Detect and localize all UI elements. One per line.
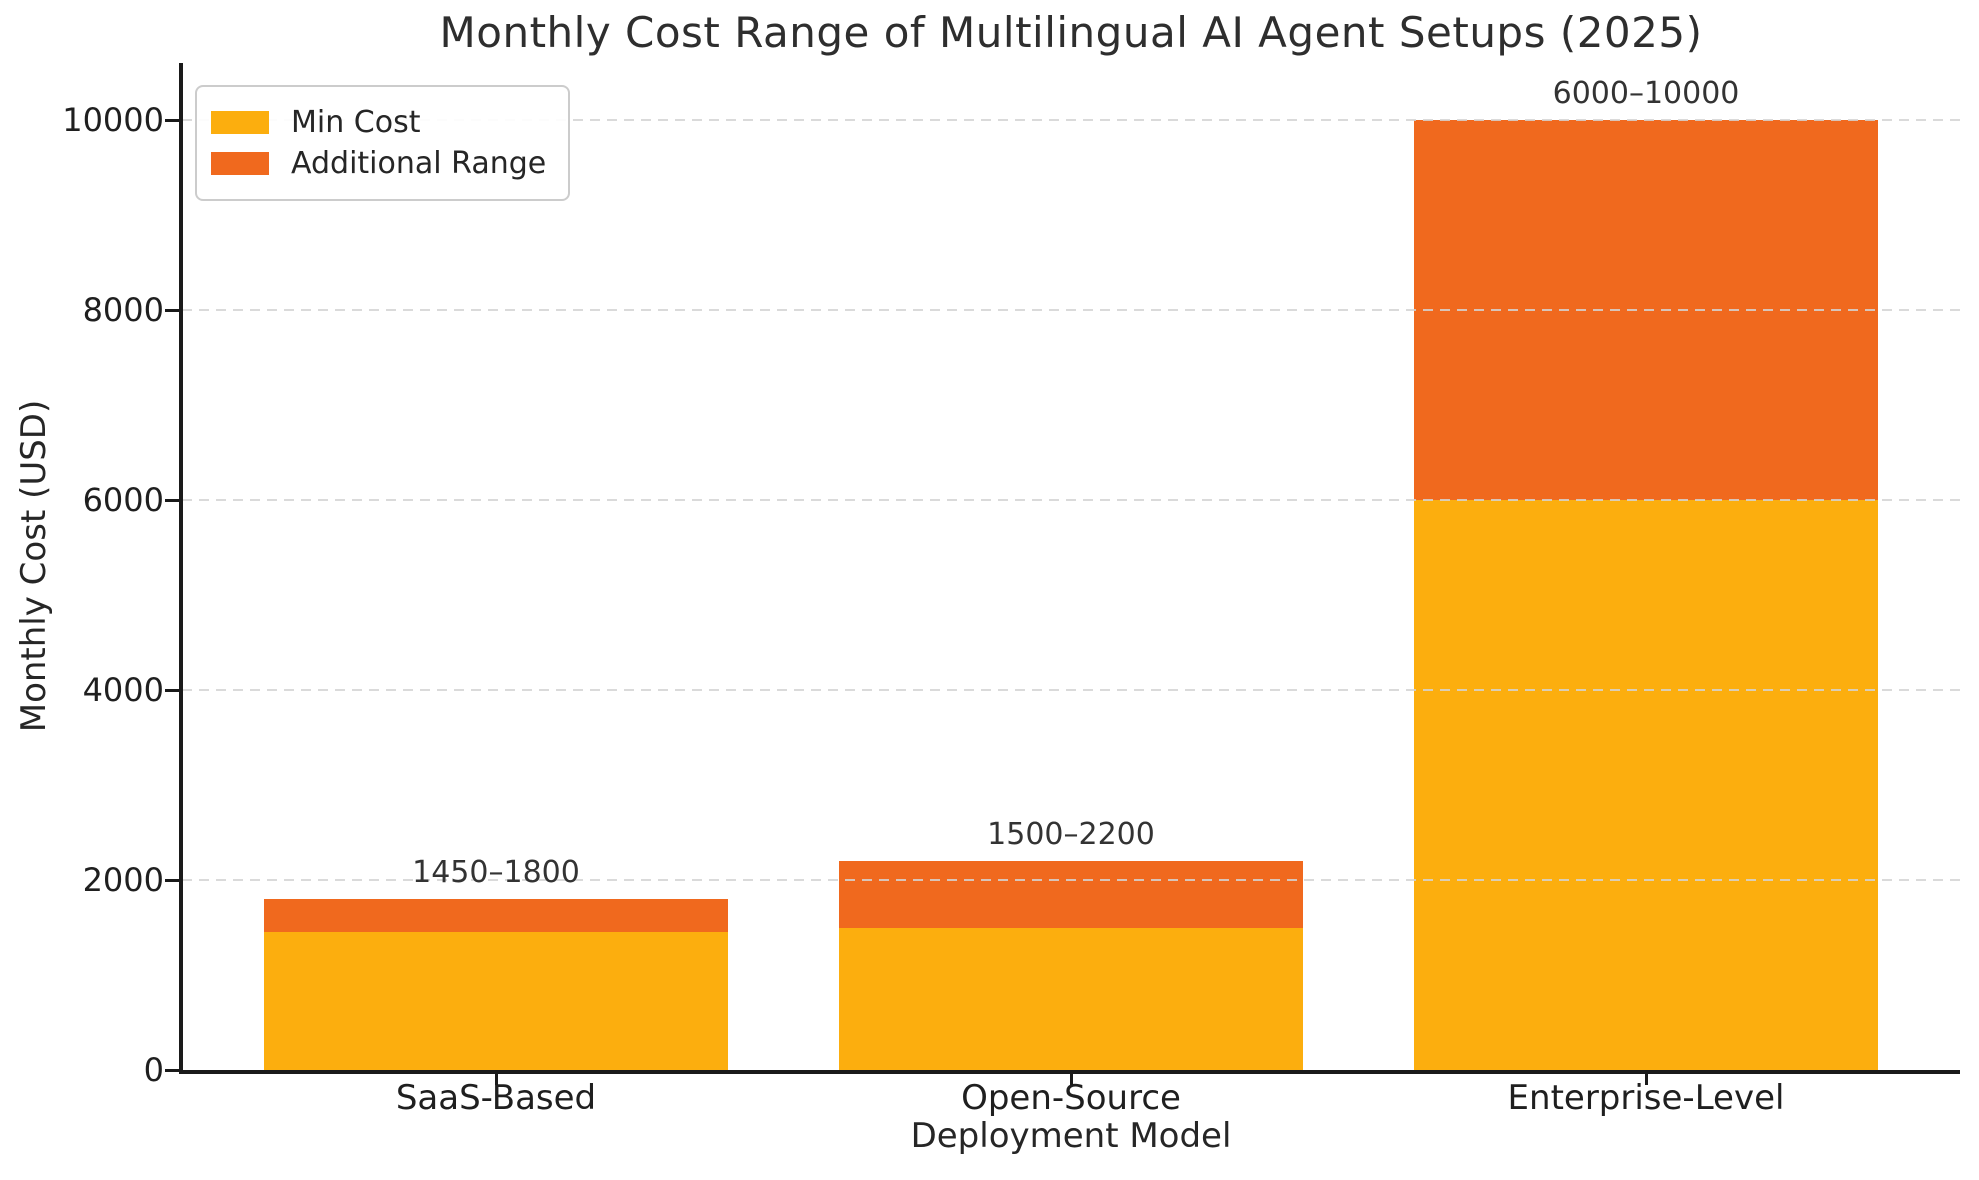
x-tick-mark: [1645, 1074, 1648, 1085]
y-tick-label: 0: [143, 1051, 164, 1089]
x-tick-mark: [1070, 1074, 1073, 1085]
y-tick-mark: [165, 879, 180, 882]
bar-segment-min-cost: [1413, 500, 1879, 1070]
gridline: [182, 879, 1960, 881]
y-tick-label: 4000: [82, 671, 164, 709]
y-tick-label: 8000: [82, 291, 164, 329]
y-axis-spine: [179, 63, 183, 1074]
legend-swatch: [211, 111, 269, 134]
y-tick-label: 6000: [82, 481, 164, 519]
bar-value-label: 1450–1800: [412, 855, 580, 890]
gridline: [182, 689, 1960, 691]
bar-value-label: 6000–10000: [1552, 76, 1740, 111]
y-tick-label: 10000: [62, 101, 164, 139]
x-axis-spine: [179, 1070, 1960, 1074]
plot-area: 1450–1800 1500–2200 6000–10000: [182, 63, 1960, 1070]
y-tick-mark: [165, 119, 180, 122]
y-tick-mark: [165, 1069, 180, 1072]
y-tick-label: 2000: [82, 861, 164, 899]
bar-value-label: 1500–2200: [987, 817, 1155, 852]
chart-title: Monthly Cost Range of Multilingual AI Ag…: [439, 8, 1703, 57]
bar-segment-additional-range: [263, 899, 729, 933]
legend-swatch: [211, 152, 269, 175]
x-tick-mark: [494, 1074, 498, 1085]
x-axis-label: Deployment Model: [910, 1116, 1232, 1156]
bar-segment-min-cost: [263, 932, 729, 1070]
legend-item-label: Min Cost: [291, 105, 421, 140]
bar-segment-min-cost: [838, 927, 1304, 1070]
legend: Min Cost Additional Range: [195, 85, 571, 201]
legend-item-label: Additional Range: [291, 146, 547, 181]
bar-segment-additional-range: [838, 861, 1304, 928]
y-tick-mark: [165, 689, 180, 692]
y-tick-mark: [165, 309, 180, 312]
legend-item: Min Cost: [211, 105, 546, 140]
y-tick-mark: [165, 499, 180, 502]
legend-item: Additional Range: [211, 146, 546, 181]
gridline: [182, 309, 1960, 311]
gridline: [182, 499, 1960, 501]
gridline: [182, 119, 1960, 121]
